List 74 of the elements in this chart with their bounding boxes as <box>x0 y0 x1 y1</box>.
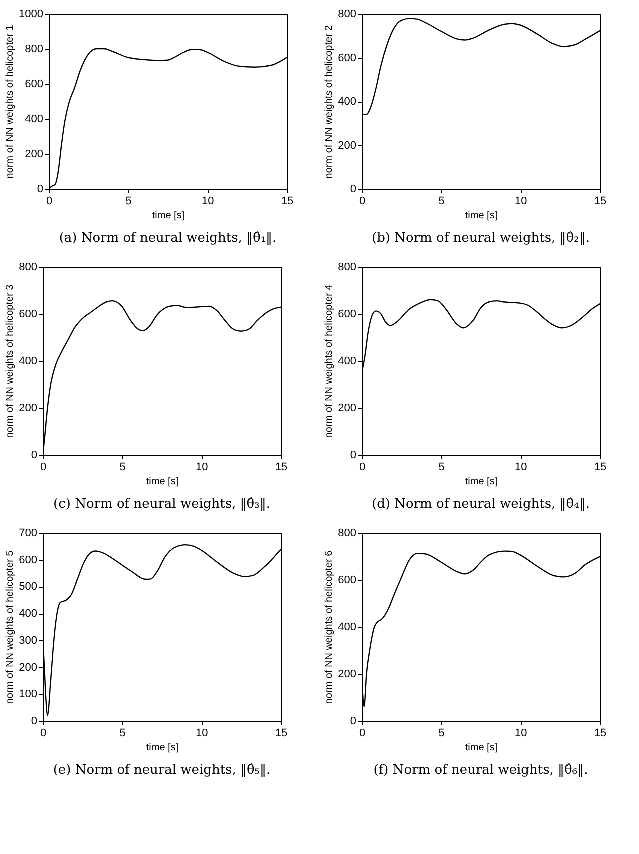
y-tick-label: 800 <box>19 262 38 274</box>
text: (a) Norm of neural weights, ‖θ̂₁‖. <box>59 231 277 246</box>
y-tick-label: 600 <box>19 308 38 320</box>
text: (b) Norm of neural weights, ‖θ̂₂‖. <box>372 231 590 246</box>
y-tick-label: 200 <box>338 402 356 414</box>
text: (c) Norm of neural weights, ‖θ̂₃‖. <box>54 497 270 512</box>
y-axis-title: norm of NN weights of helicopter 3 <box>5 284 16 438</box>
y-tick-label: 200 <box>19 402 38 414</box>
y-tick-label: 700 <box>19 528 38 540</box>
y-tick-label: 600 <box>338 308 356 320</box>
x-tick-label: 0 <box>359 462 366 474</box>
x-tick-label: 10 <box>196 728 208 740</box>
y-tick-label: 1000 <box>19 8 44 20</box>
y-tick-label: 600 <box>338 52 356 64</box>
y-tick-label: 400 <box>19 608 38 620</box>
x-tick-label: 10 <box>515 196 528 208</box>
y-axis-title: norm of NN weights of helicopter 2 <box>324 24 336 179</box>
y-axis-title: norm of NN weights of helicopter 1 <box>5 24 16 179</box>
y-tick-label: 800 <box>338 262 356 274</box>
x-tick-label: 5 <box>438 196 445 208</box>
y-tick-label: 400 <box>19 356 38 368</box>
y-tick-label: 800 <box>338 8 356 20</box>
y-tick-label: 0 <box>31 450 38 462</box>
text: (d) Norm of neural weights, ‖θ̂₄‖. <box>372 497 590 512</box>
text: (f) Norm of neural weights, ‖θ̂₆‖. <box>374 763 588 778</box>
x-tick-label: 10 <box>515 462 528 474</box>
y-tick-label: 400 <box>338 96 356 108</box>
y-tick-label: 200 <box>338 668 356 680</box>
x-tick-label: 5 <box>126 196 132 208</box>
x-tick-label: 5 <box>120 728 126 740</box>
x-tick-label: 15 <box>275 728 288 740</box>
x-tick-label: 10 <box>515 728 528 740</box>
x-axis-title: time [s] <box>465 210 498 222</box>
x-tick-label: 15 <box>275 462 288 474</box>
x-axis-title: time [s] <box>152 210 185 222</box>
x-tick-label: 15 <box>594 196 607 208</box>
y-tick-label: 400 <box>338 622 356 634</box>
x-tick-label: 10 <box>196 462 208 474</box>
y-axis-title: norm of NN weights of helicopter 6 <box>324 550 336 704</box>
y-tick-label: 300 <box>19 634 38 647</box>
x-tick-label: 10 <box>202 196 214 208</box>
y-tick-label: 0 <box>350 716 356 728</box>
x-tick-label: 5 <box>438 728 445 740</box>
y-tick-label: 600 <box>338 574 356 586</box>
y-tick-label: 200 <box>19 662 38 674</box>
y-tick-label: 500 <box>19 581 38 594</box>
y-axis-title: norm of NN weights of helicopter 5 <box>5 550 16 704</box>
x-tick-label: 0 <box>46 196 53 208</box>
x-axis-title: time [s] <box>465 742 498 754</box>
y-tick-label: 0 <box>37 184 44 196</box>
y-tick-label: 400 <box>25 114 44 126</box>
x-tick-label: 0 <box>359 728 366 740</box>
y-tick-label: 200 <box>338 140 356 152</box>
y-tick-label: 600 <box>19 554 38 566</box>
x-axis-title: time [s] <box>465 476 498 488</box>
y-tick-label: 0 <box>31 716 38 728</box>
x-tick-label: 15 <box>281 196 294 208</box>
y-tick-label: 800 <box>338 528 356 540</box>
y-axis-title: norm of NN weights of helicopter 4 <box>324 284 336 438</box>
y-tick-label: 0 <box>350 450 356 462</box>
y-tick-label: 100 <box>19 688 38 701</box>
x-tick-label: 15 <box>594 462 607 474</box>
x-tick-label: 5 <box>438 462 445 474</box>
y-tick-label: 800 <box>25 44 44 56</box>
x-tick-label: 15 <box>594 728 607 740</box>
x-tick-label: 5 <box>120 462 126 474</box>
y-tick-label: 400 <box>338 356 356 368</box>
x-axis-title: time [s] <box>146 476 179 488</box>
text: (e) Norm of neural weights, ‖θ̂₅‖. <box>53 763 271 778</box>
x-axis-title: time [s] <box>146 742 179 754</box>
y-tick-label: 200 <box>25 148 44 160</box>
x-tick-label: 0 <box>359 196 366 208</box>
y-tick-label: 0 <box>350 184 356 196</box>
y-tick-label: 600 <box>25 78 44 90</box>
